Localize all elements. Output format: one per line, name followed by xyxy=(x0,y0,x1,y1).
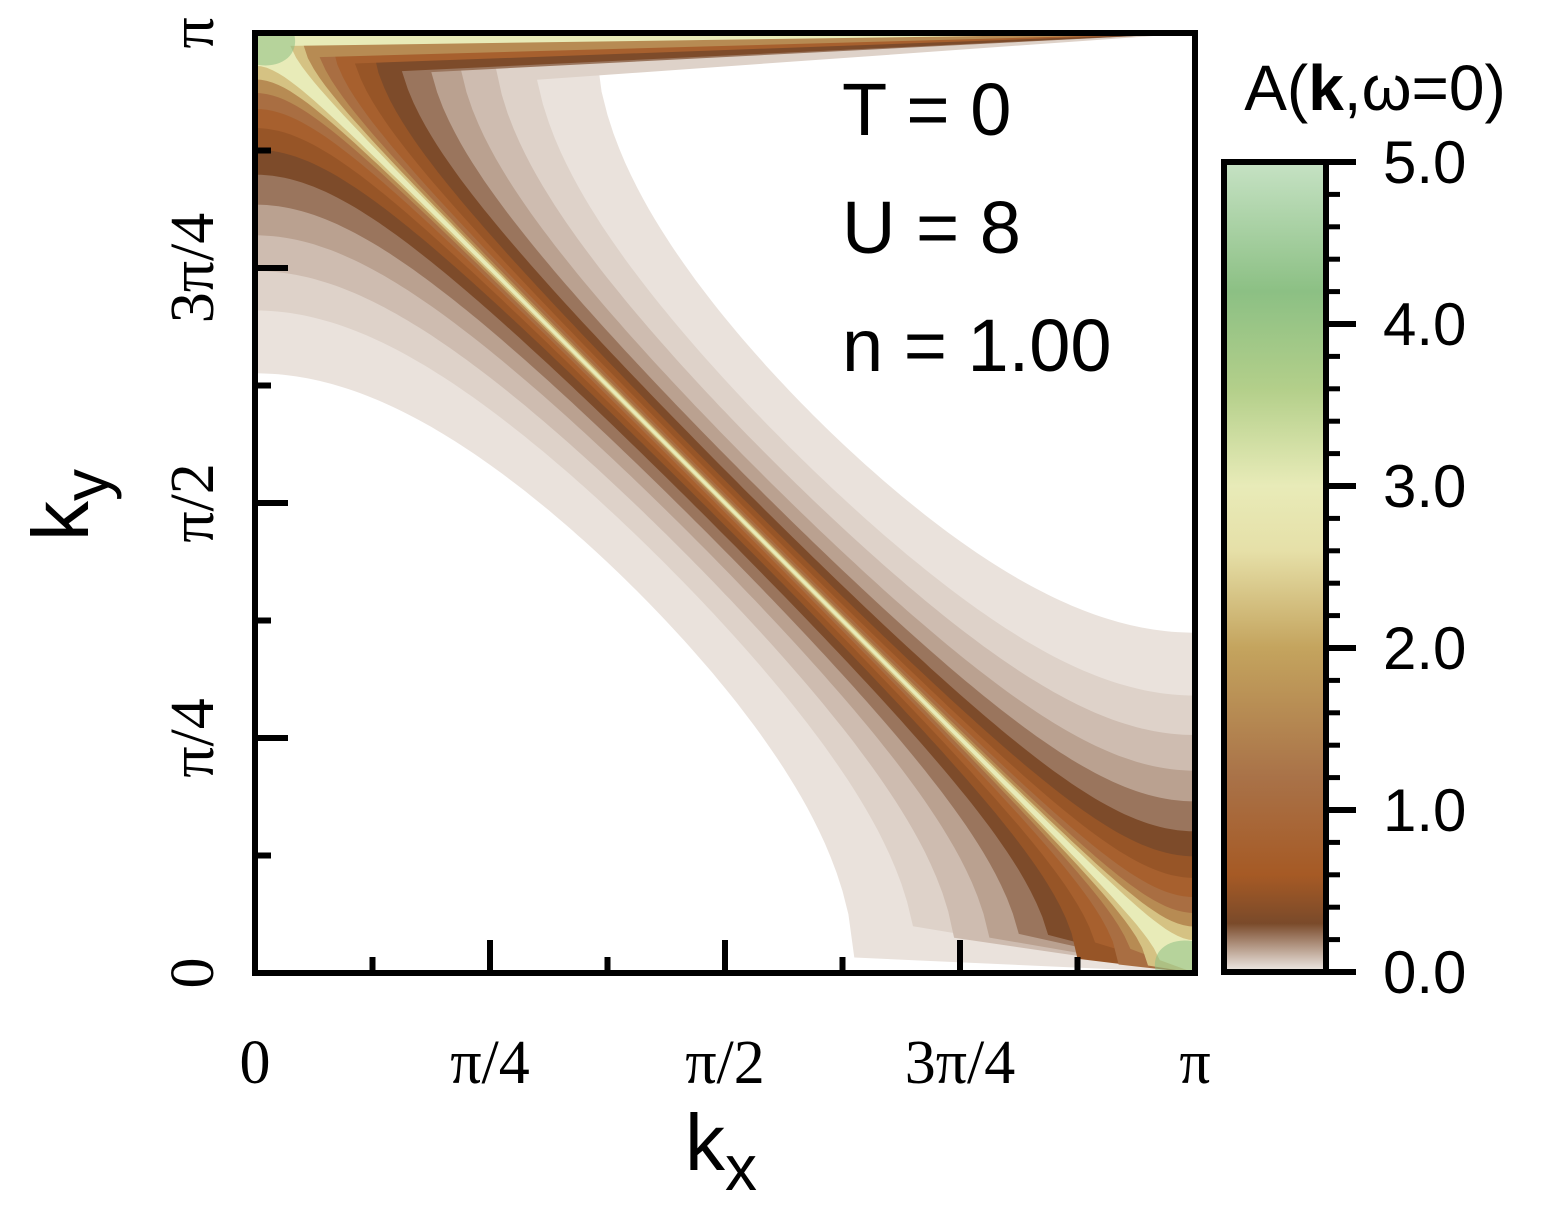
saddle-peak xyxy=(1154,940,1195,973)
colorbar-tick-label: 3.0 xyxy=(1383,453,1466,520)
y-tick-label: 0 xyxy=(159,958,227,989)
y-tick-label: π/4 xyxy=(159,698,227,778)
x-axis: 0 π/4 π/2 3π/4 π xyxy=(240,940,1211,1097)
colorbar-title: A(k,ω=0) xyxy=(1244,52,1506,124)
heatmap-contours xyxy=(255,33,1195,973)
annotation-line: U = 8 xyxy=(842,186,1021,269)
parameter-annotations: T = 0 U = 8 n = 1.00 xyxy=(842,68,1112,387)
y-axis-label-sub: y xyxy=(50,469,122,501)
x-tick-label: π/4 xyxy=(450,1029,530,1097)
colorbar-tick-label: 2.0 xyxy=(1383,615,1466,682)
y-axis: 0 π/4 π/2 3π/4 π xyxy=(159,17,288,989)
y-tick-label: π xyxy=(159,17,227,48)
x-axis-label: kx xyxy=(685,1098,757,1204)
fermi-surface-ridge xyxy=(255,33,1195,973)
y-axis-label: ky xyxy=(16,469,122,541)
x-tick-label: 0 xyxy=(240,1029,271,1097)
x-tick-label: π/2 xyxy=(685,1029,765,1097)
colorbar-frame xyxy=(1221,159,1329,975)
y-tick-label: π/2 xyxy=(159,463,227,543)
colorbar-axis: 0.0 1.0 2.0 3.0 4.0 5.0 xyxy=(1326,129,1466,1006)
x-tick-label: π xyxy=(1179,1029,1210,1097)
x-axis-label-sub: x xyxy=(725,1132,757,1204)
y-tick-label: 3π/4 xyxy=(159,213,227,324)
colorbar-tick-label: 0.0 xyxy=(1383,939,1466,1006)
annotation-line: n = 1.00 xyxy=(842,304,1112,387)
colorbar-tick-label: 4.0 xyxy=(1383,291,1466,358)
annotation-line: T = 0 xyxy=(842,68,1011,151)
colorbar-tick-label: 1.0 xyxy=(1383,777,1466,844)
colorbar-tick-label: 5.0 xyxy=(1383,129,1466,196)
x-tick-label: 3π/4 xyxy=(905,1029,1016,1097)
colorbar-gradient xyxy=(1224,162,1326,972)
saddle-peak xyxy=(255,33,296,66)
